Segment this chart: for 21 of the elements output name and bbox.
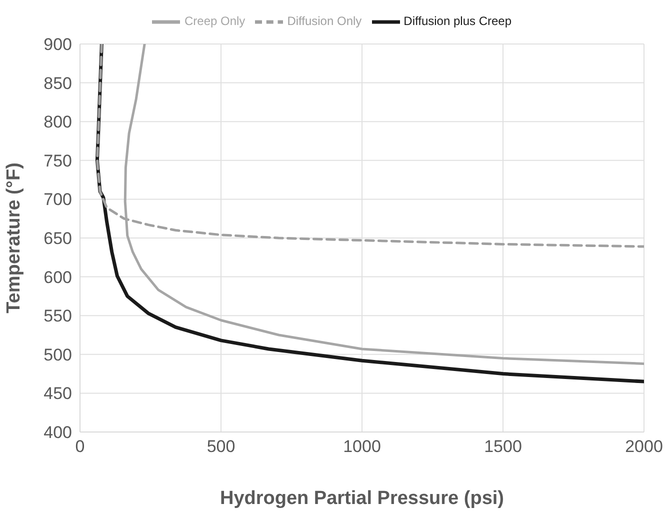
x-tick-label: 0 bbox=[75, 437, 85, 456]
y-tick-label: 800 bbox=[44, 112, 72, 132]
y-tick-label: 850 bbox=[44, 74, 72, 93]
x-tick-label: 500 bbox=[206, 437, 236, 456]
legend-label: Diffusion Only bbox=[287, 14, 362, 28]
legend-label: Creep Only bbox=[184, 14, 246, 28]
y-tick-label: 900 bbox=[44, 35, 72, 54]
y-axis-title: Temperature (°F) bbox=[4, 162, 25, 314]
x-tick-label: 1500 bbox=[484, 437, 522, 456]
y-tick-label: 600 bbox=[44, 268, 72, 287]
y-tick-label: 500 bbox=[44, 345, 72, 364]
x-tick-label: 2000 bbox=[625, 437, 663, 456]
legend-label: Diffusion plus Creep bbox=[404, 14, 512, 28]
y-tick-label: 550 bbox=[44, 306, 72, 326]
y-tick-label: 650 bbox=[44, 229, 72, 248]
y-tick-label: 700 bbox=[44, 190, 72, 210]
x-axis-title: Hydrogen Partial Pressure (psi) bbox=[220, 488, 504, 509]
y-tick-label: 400 bbox=[44, 423, 72, 442]
y-tick-label: 450 bbox=[44, 384, 72, 404]
y-tick-label: 750 bbox=[44, 151, 72, 170]
x-tick-label: 1000 bbox=[343, 437, 381, 456]
